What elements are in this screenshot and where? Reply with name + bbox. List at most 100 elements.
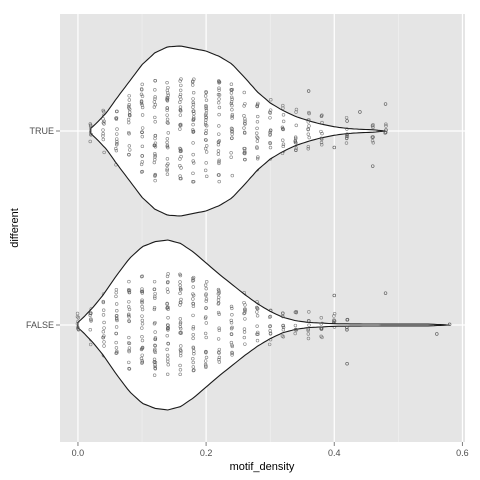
data-point (179, 297, 183, 302)
outlier-point (383, 102, 388, 106)
data-point (89, 318, 93, 322)
data-point (229, 88, 233, 92)
data-point (243, 146, 247, 151)
data-point (294, 141, 298, 145)
data-point (140, 287, 144, 291)
data-point (192, 109, 196, 113)
data-point (191, 293, 196, 298)
data-point (203, 316, 208, 320)
data-point (192, 368, 196, 372)
data-point (319, 140, 324, 145)
data-point (255, 310, 259, 314)
data-point (293, 135, 298, 139)
data-point (179, 123, 183, 128)
data-point (88, 123, 93, 127)
data-point (178, 107, 183, 112)
data-point (268, 332, 273, 336)
data-point (179, 77, 183, 81)
data-point (153, 178, 157, 183)
data-point (281, 142, 286, 146)
data-point (166, 272, 170, 276)
data-point (153, 152, 157, 156)
data-point (191, 159, 195, 163)
data-point (128, 113, 132, 118)
axis-ticks: 0.0 0.2 0.4 0.6 TRUE FALSE (26, 126, 469, 458)
data-point (344, 134, 349, 138)
outlier-point (332, 293, 336, 298)
data-point (114, 325, 119, 329)
data-point (165, 287, 170, 291)
data-point (127, 360, 131, 365)
data-point (88, 328, 92, 332)
data-point (320, 143, 324, 147)
data-point (191, 97, 195, 101)
data-point (217, 179, 221, 184)
data-point (204, 104, 208, 109)
data-point (101, 134, 105, 138)
data-point (127, 103, 131, 107)
data-point (204, 349, 208, 354)
data-point (140, 144, 145, 149)
data-point (217, 312, 221, 316)
data-point (115, 143, 119, 147)
data-point (153, 155, 157, 159)
data-point (230, 353, 234, 357)
data-point (127, 144, 132, 148)
data-point (268, 128, 273, 132)
data-point (319, 322, 323, 326)
data-point (192, 161, 196, 165)
data-point (140, 126, 145, 130)
data-point (204, 98, 209, 102)
data-point (242, 300, 246, 305)
data-point (332, 319, 337, 323)
data-point (127, 290, 131, 295)
data-point (217, 161, 221, 166)
data-point (127, 341, 132, 346)
data-point (203, 359, 208, 363)
data-point (268, 324, 272, 328)
data-point (281, 144, 285, 149)
data-point (140, 318, 145, 323)
data-point (191, 365, 195, 369)
data-point (191, 141, 195, 145)
data-point (178, 283, 182, 287)
data-point (191, 152, 195, 157)
data-point (101, 108, 105, 113)
data-point (178, 317, 183, 321)
data-point (320, 137, 324, 141)
data-point (152, 279, 157, 284)
data-point (205, 174, 209, 179)
data-point (101, 137, 105, 142)
data-point (191, 327, 195, 331)
data-point (114, 340, 118, 345)
data-point (178, 368, 183, 372)
data-point (165, 333, 169, 338)
data-point (165, 323, 170, 327)
data-point (191, 325, 196, 329)
data-point (89, 342, 93, 347)
outlier-point (447, 322, 452, 327)
data-point (217, 326, 221, 330)
data-point (307, 124, 311, 128)
data-point (255, 156, 260, 161)
data-point (166, 363, 170, 367)
data-point (294, 146, 298, 150)
data-point (165, 301, 169, 306)
data-point (306, 120, 310, 124)
data-point (217, 173, 221, 177)
data-point (371, 141, 375, 145)
data-point (178, 147, 183, 151)
data-point (140, 322, 145, 326)
data-point (166, 307, 170, 311)
data-point (204, 90, 208, 95)
violin-false (77, 239, 450, 411)
data-point (384, 122, 388, 126)
data-point (243, 102, 247, 106)
data-point (76, 315, 81, 320)
data-point (153, 97, 157, 101)
data-point (243, 311, 247, 315)
data-point (140, 103, 144, 107)
data-point (204, 297, 209, 301)
data-point (153, 364, 157, 369)
data-point (293, 331, 297, 336)
